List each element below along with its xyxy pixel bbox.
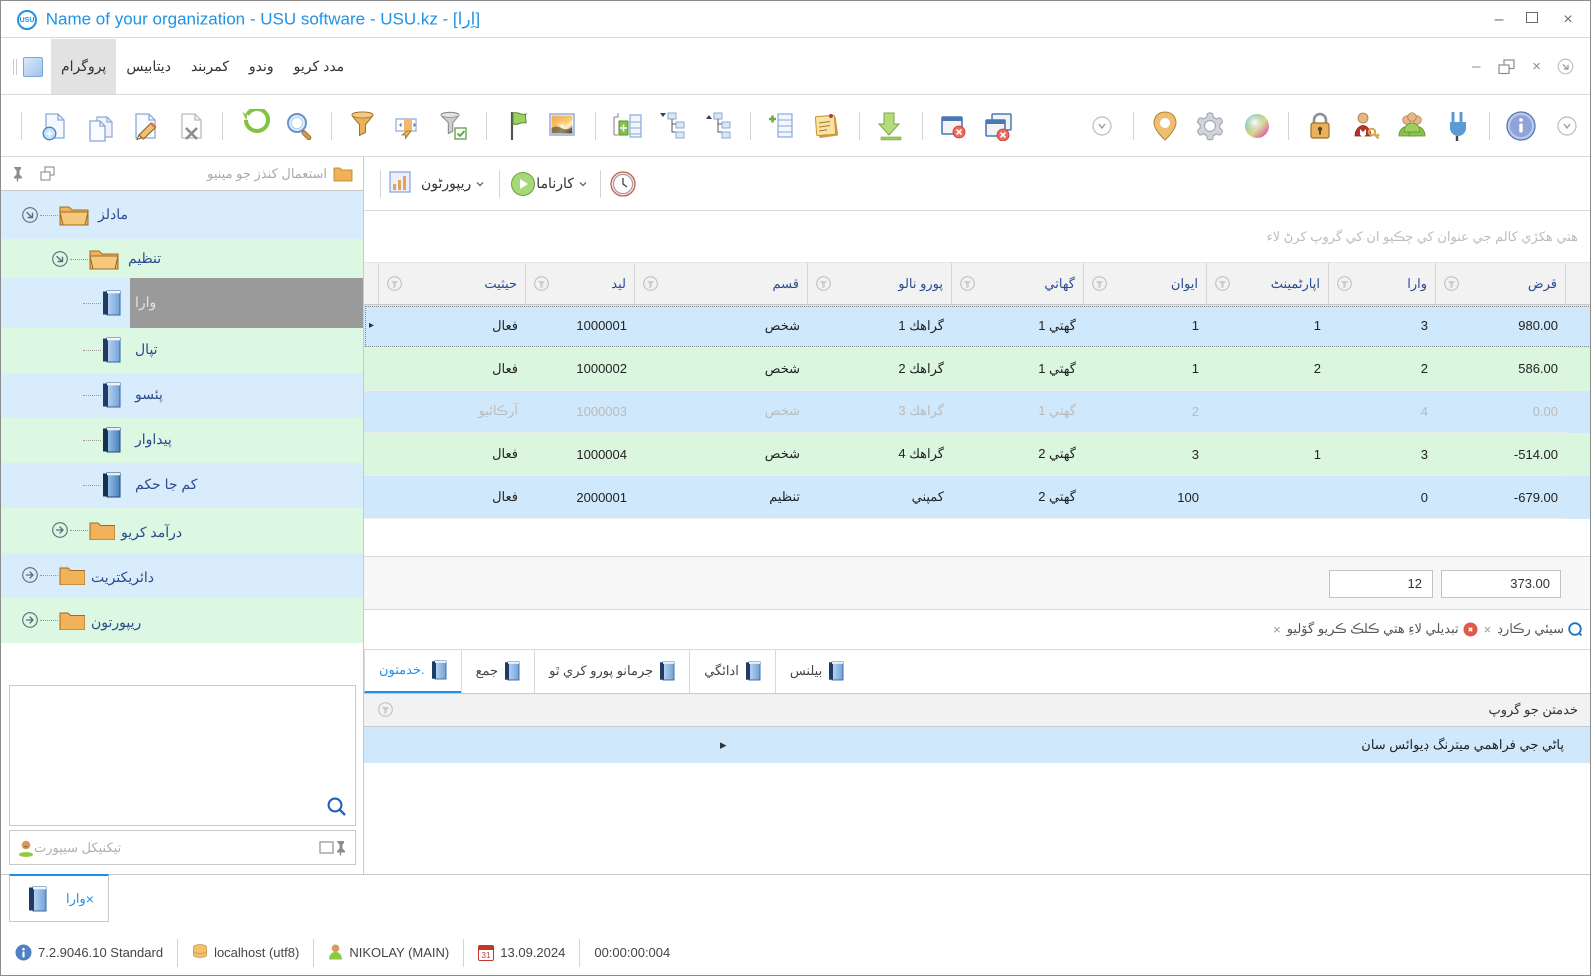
svg-text:31: 31	[482, 951, 491, 960]
